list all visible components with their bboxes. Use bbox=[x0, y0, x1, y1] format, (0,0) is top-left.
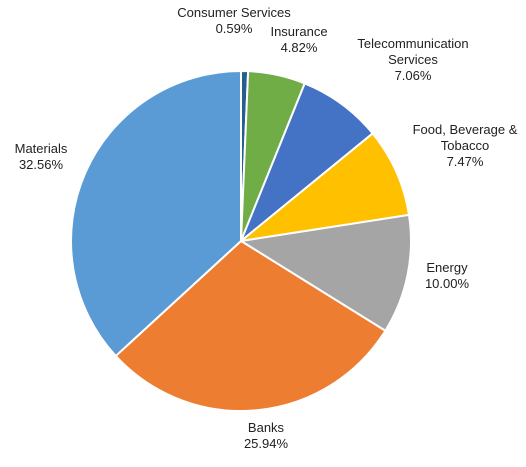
pie-category-label: Materials bbox=[15, 141, 68, 156]
pie-slice-food-beverage-tobacco bbox=[240, 132, 410, 242]
pie-label-insurance: Insurance 4.82% bbox=[270, 24, 327, 55]
pie-value-label: 10.00% bbox=[425, 276, 470, 291]
pie-category-label: Banks bbox=[248, 420, 285, 435]
pie-slice-materials bbox=[70, 70, 242, 357]
pie-category-label: Consumer Services bbox=[177, 5, 291, 20]
pie-label-telecommunication-services: Telecommunication Services 7.06% bbox=[357, 36, 468, 83]
pie-slice-banks bbox=[114, 240, 387, 412]
pie-slice-energy bbox=[240, 213, 412, 332]
pie-label-food-beverage-tobacco: Food, Beverage & Tobacco 7.47% bbox=[413, 122, 518, 169]
pie-value-label: 7.06% bbox=[395, 68, 432, 83]
pie-category-label: Food, Beverage & bbox=[413, 122, 518, 137]
pie-labels: Consumer Services 0.59% Insurance 4.82% Tele… bbox=[15, 5, 518, 451]
pie-value-label: 7.47% bbox=[447, 154, 484, 169]
pie-category-label: Tobacco bbox=[441, 138, 489, 153]
pie-label-materials: Materials 32.56% bbox=[15, 141, 68, 172]
pie-category-label: Services bbox=[388, 52, 438, 67]
pie-category-label: Insurance bbox=[270, 24, 327, 39]
pie-value-label: 0.59% bbox=[216, 21, 253, 36]
pie-label-energy: Energy 10.00% bbox=[425, 260, 470, 291]
pie-value-label: 25.94% bbox=[244, 436, 289, 451]
pie-label-banks: Banks 25.94% bbox=[244, 420, 289, 451]
pie-label-consumer-services: Consumer Services 0.59% bbox=[177, 5, 291, 36]
pie-slices bbox=[70, 70, 412, 412]
pie-category-label: Telecommunication bbox=[357, 36, 468, 51]
pie-category-label: Energy bbox=[426, 260, 468, 275]
pie-value-label: 4.82% bbox=[281, 40, 318, 55]
pie-value-label: 32.56% bbox=[19, 157, 64, 172]
